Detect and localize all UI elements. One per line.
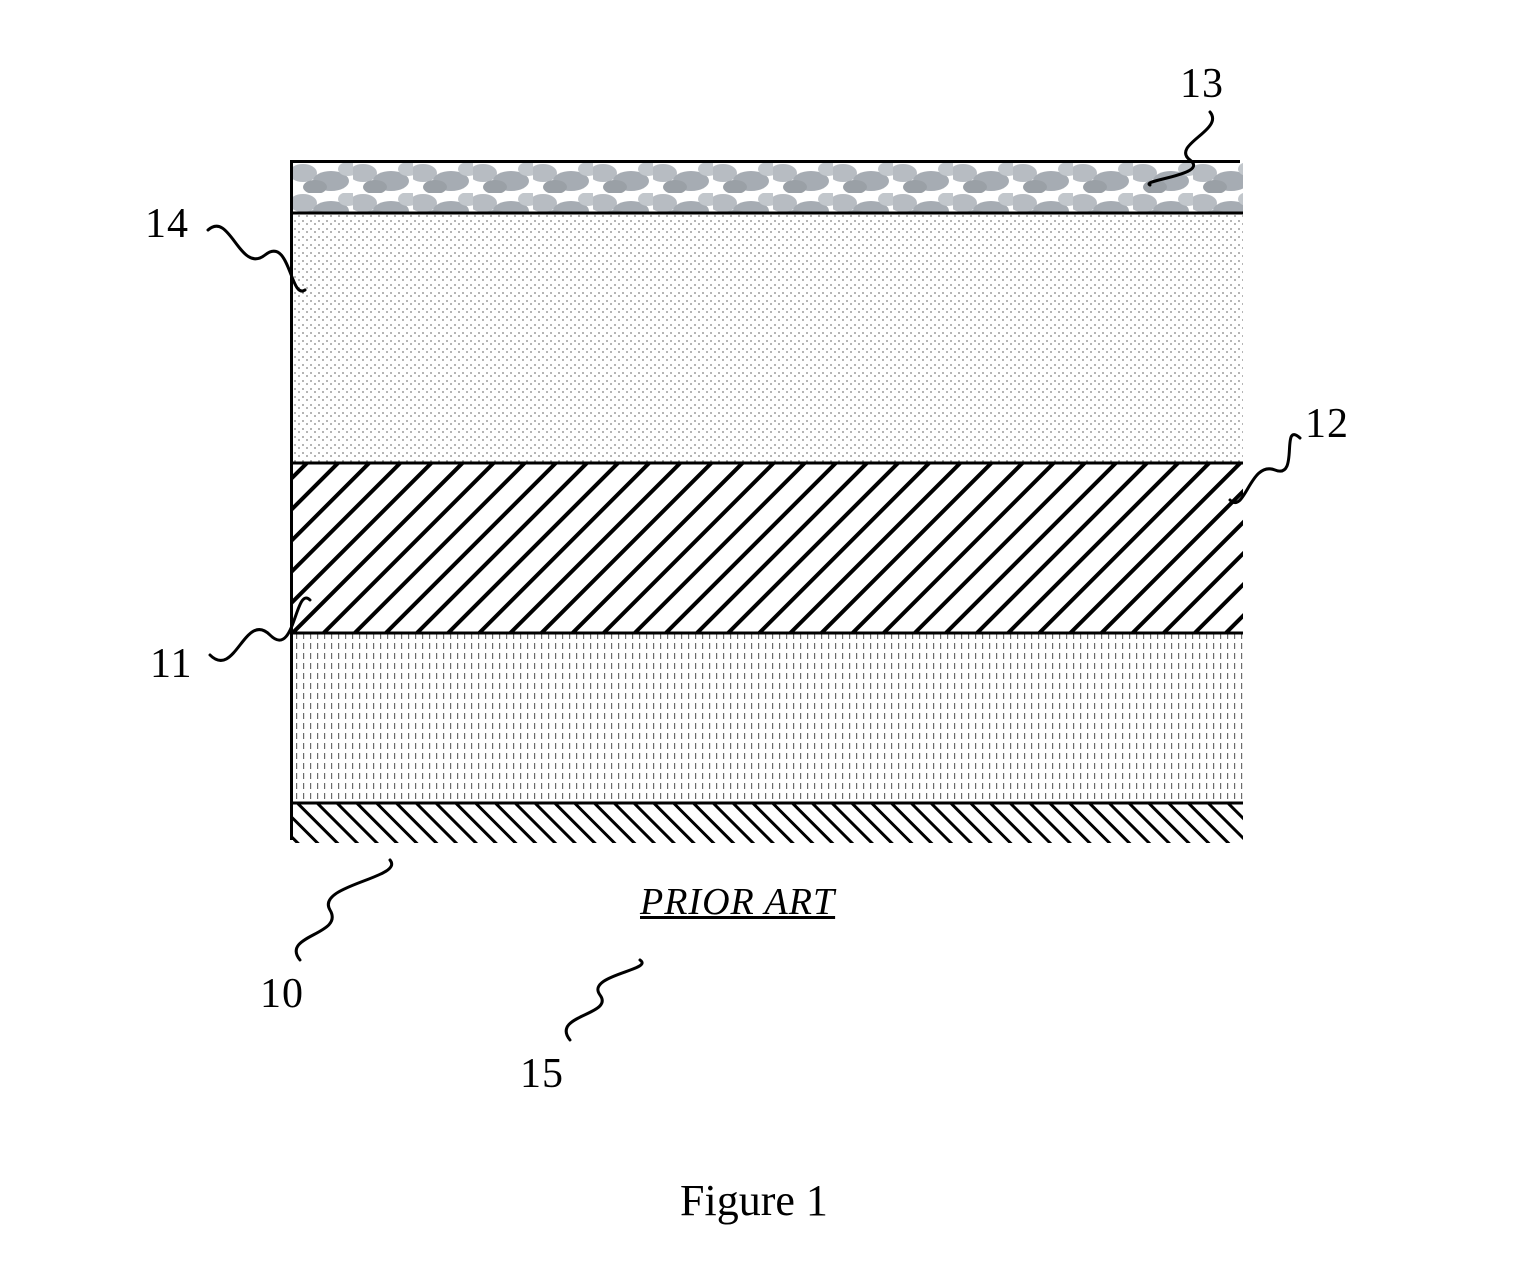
ref-label-12: 12 — [1305, 400, 1349, 448]
layer-11 — [293, 633, 1243, 803]
layer-12 — [293, 463, 1243, 633]
ref-label-15: 15 — [520, 1050, 564, 1098]
ref-label-13: 13 — [1180, 60, 1224, 108]
layer-14 — [293, 213, 1243, 463]
ref-label-14: 14 — [145, 200, 189, 248]
ref-label-10: 10 — [260, 970, 304, 1018]
layer-13 — [293, 163, 1243, 213]
layer-stack — [290, 160, 1240, 840]
prior-art-caption: PRIOR ART — [640, 880, 835, 924]
ref-label-11: 11 — [150, 640, 192, 688]
figure-title: Figure 1 — [680, 1175, 828, 1226]
layer-10 — [293, 803, 1243, 843]
diagram-canvas: 13 14 12 11 10 15 PRIOR ART Figure 1 — [0, 0, 1528, 1277]
